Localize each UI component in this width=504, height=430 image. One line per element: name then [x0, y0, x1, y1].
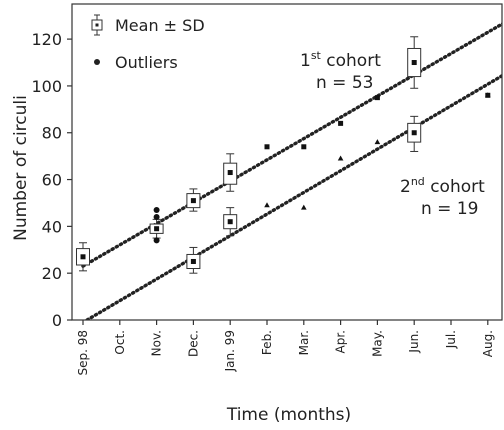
cohort1-title: 1st cohort — [300, 49, 381, 71]
cohort2-point — [337, 155, 344, 161]
cohort2-trend-line — [83, 73, 502, 320]
x-tick-label: Aug. — [481, 330, 495, 357]
legend-label-mean-sd: Mean ± SD — [115, 16, 205, 35]
cohort2-title: 2nd cohort — [400, 175, 485, 197]
cohort1-n: n = 53 — [316, 73, 373, 93]
cohort2-point — [301, 204, 307, 210]
y-axis-label: Number of circuli — [11, 95, 31, 241]
plot-frame — [71, 3, 503, 321]
cohort1-outlier — [153, 214, 160, 221]
cohort2-series — [186, 92, 491, 274]
y-tick-label: 0 — [52, 311, 62, 330]
y-tick-label: 80 — [42, 124, 62, 143]
cohort1-mean-marker — [190, 198, 196, 204]
cohort1-point — [301, 144, 307, 150]
legend-label-outliers: Outliers — [115, 53, 178, 72]
x-tick-label: Jul. — [444, 330, 458, 349]
cohort1-point — [338, 120, 344, 126]
legend: Mean ± SD Outliers — [91, 14, 205, 72]
x-tick-label: Jun. — [407, 330, 421, 354]
x-tick-label: May. — [370, 330, 384, 357]
y-tick-label: 40 — [42, 217, 62, 236]
cohort1-mean-marker — [411, 60, 417, 66]
x-tick-label: Mar. — [297, 330, 311, 355]
cohort1-outlier — [153, 237, 160, 244]
legend-box-symbol — [91, 14, 103, 36]
y-tick-label: 100 — [31, 77, 62, 96]
cohort2-mean-marker — [227, 219, 233, 225]
x-tick-label: Sep. 98 — [76, 330, 90, 376]
cohort2-n: n = 19 — [421, 199, 478, 219]
cohort1-mean-marker — [80, 254, 86, 260]
x-tick-label: Oct. — [113, 330, 127, 355]
cohort2-mean-marker — [190, 258, 196, 264]
x-axis-label: Time (months) — [226, 405, 351, 425]
cohort1-point — [264, 144, 270, 150]
cohort1-point — [374, 95, 380, 101]
cohort1-annotation: 1st cohort n = 53 — [300, 49, 381, 93]
cohort2-annotation: 2nd cohort n = 19 — [400, 175, 485, 219]
plot-area: 0 20 40 60 80 100 120 Sep. 98 Oct. Nov. Dec. Jan. 9… — [31, 3, 503, 376]
cohort2-point — [485, 92, 491, 98]
x-tick-label: Jan. 99 — [223, 330, 237, 372]
y-tick-label: 20 — [42, 264, 62, 283]
cohort1-series — [76, 36, 491, 272]
x-tick-label: Apr. — [334, 330, 348, 353]
y-tick-label: 120 — [31, 30, 62, 49]
cohort1-mean-marker — [154, 226, 160, 232]
cohort2-point — [264, 202, 270, 208]
cohort1-trend-line — [81, 22, 502, 268]
cohort1-mean-marker — [227, 170, 233, 176]
legend-dot-symbol — [94, 59, 100, 65]
y-tick-label: 60 — [42, 171, 62, 190]
cohort1-outlier — [153, 206, 160, 213]
x-tick-label: Feb. — [260, 330, 274, 355]
cohort2-point — [374, 139, 381, 145]
cohort2-mean-marker — [411, 130, 417, 136]
x-tick-label: Nov. — [150, 330, 164, 356]
x-tick-label: Dec. — [186, 330, 200, 357]
